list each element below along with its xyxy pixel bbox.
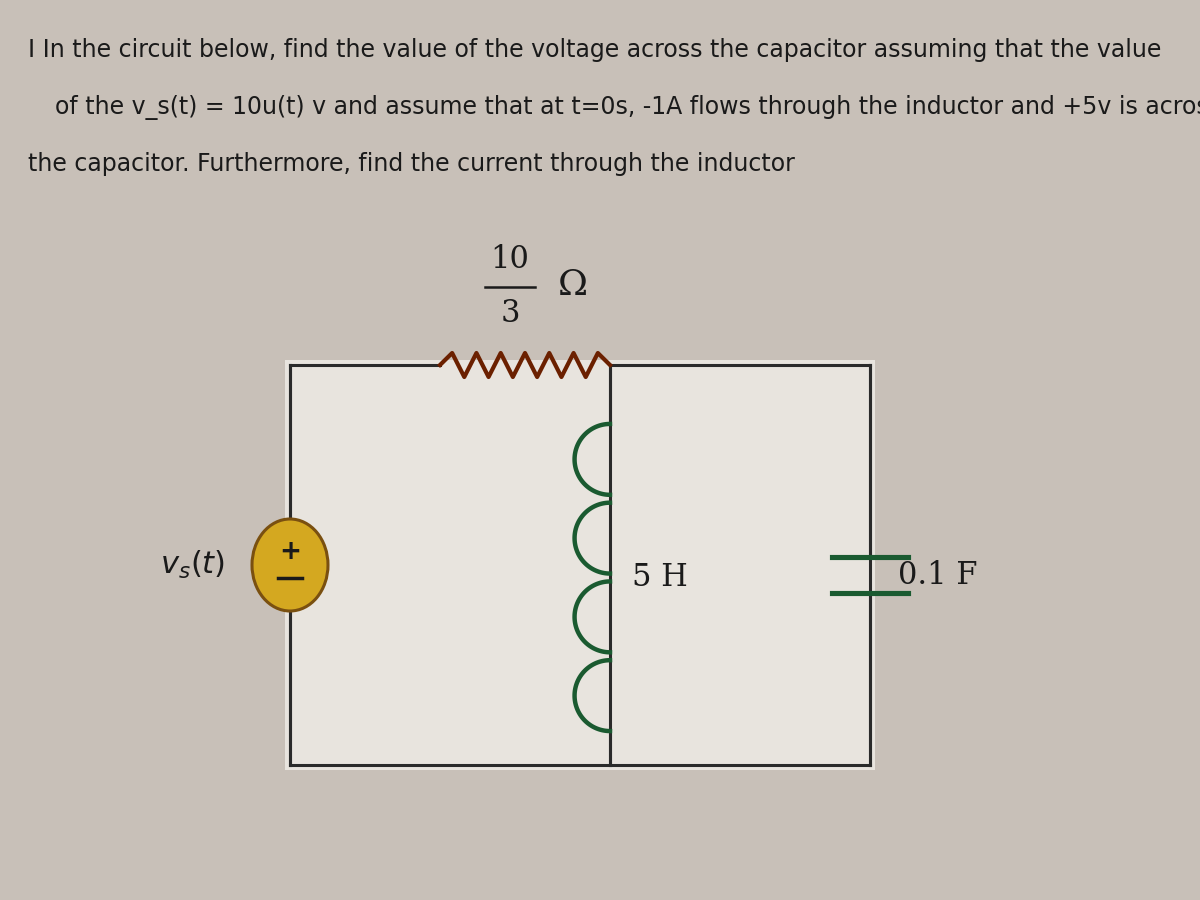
Text: $v_s(t)$: $v_s(t)$ xyxy=(160,549,226,581)
Text: the capacitor. Furthermore, find the current through the inductor: the capacitor. Furthermore, find the cur… xyxy=(28,152,794,176)
Text: of the v_s(t) = 10u(t) v and assume that at t=0s, -1A flows through the inductor: of the v_s(t) = 10u(t) v and assume that… xyxy=(55,95,1200,120)
Text: +: + xyxy=(278,539,301,565)
Text: 5 H: 5 H xyxy=(632,562,688,593)
Text: 0.1 F: 0.1 F xyxy=(898,560,978,590)
Ellipse shape xyxy=(252,519,328,611)
Text: 3: 3 xyxy=(500,298,520,328)
Text: I In the circuit below, find the value of the voltage across the capacitor assum: I In the circuit below, find the value o… xyxy=(28,38,1162,62)
Text: 10: 10 xyxy=(491,245,529,275)
Text: Ω: Ω xyxy=(558,268,588,302)
FancyBboxPatch shape xyxy=(286,360,875,770)
